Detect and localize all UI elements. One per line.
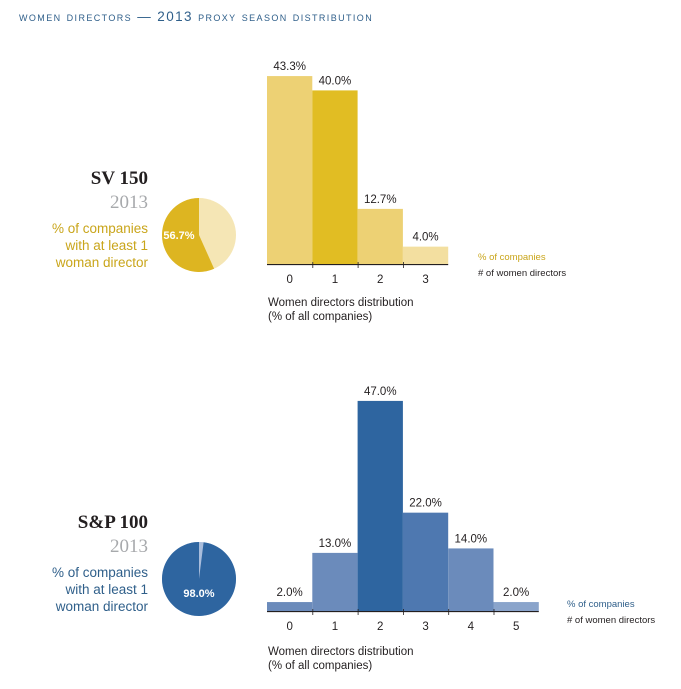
sp100-bar-chart: 2.0% 0 13.0% 1 47.0% 2 22.0% 3 14.0% 4 2.0% 5 % of c… <box>267 386 655 633</box>
caption-line-1: Women directors distribution <box>268 646 414 658</box>
bar-value-label: 2.0% <box>503 587 529 599</box>
bar-2 <box>357 400 403 611</box>
bar-value-label: 2.0% <box>277 587 303 599</box>
legend-series-label: % of companies <box>478 252 546 263</box>
company-year: 2013 <box>110 536 148 557</box>
pie-value-label: 56.7% <box>163 230 194 242</box>
bar-1 <box>312 552 358 611</box>
x-tick-label: 2 <box>377 621 383 633</box>
sp100-chart-caption: Women directors distribution (% of all c… <box>268 645 414 673</box>
bar-value-label: 47.0% <box>364 386 397 398</box>
bar-value-label: 14.0% <box>455 533 488 545</box>
bar-value-label: 12.7% <box>364 194 397 206</box>
pie-description: % of companies with at least 1 woman dir… <box>51 221 148 270</box>
sp100-summary: S&P 100 2013 % of companies with at leas… <box>38 512 148 615</box>
bar-0 <box>267 602 313 611</box>
sp100-pie-chart: 98.0% <box>162 542 236 616</box>
legend-axis-label: # of women directors <box>567 615 655 626</box>
company-name: SV 150 <box>90 168 148 189</box>
caption-line-1: Women directors distribution <box>268 297 414 309</box>
x-tick-label: 3 <box>422 621 428 633</box>
bar-1 <box>312 90 358 265</box>
company-year: 2013 <box>110 192 148 213</box>
bar-3 <box>402 246 449 264</box>
x-tick-label: 1 <box>332 621 338 633</box>
legend-series-label: % of companies <box>567 599 635 610</box>
sv150-chart-caption: Women directors distribution (% of all c… <box>268 296 414 324</box>
sv150-pie-chart: 56.7% <box>162 198 236 272</box>
x-tick-label: 3 <box>422 274 428 286</box>
page-title: women directors — 2013 proxy season dist… <box>19 9 374 24</box>
x-tick-label: 2 <box>377 274 383 286</box>
x-tick-label: 4 <box>468 621 475 633</box>
legend-axis-label: # of women directors <box>478 268 566 279</box>
x-tick-label: 1 <box>332 274 338 286</box>
bar-value-label: 13.0% <box>319 538 352 550</box>
bar-0 <box>267 76 313 264</box>
caption-line-2: (% of all companies) <box>268 311 373 323</box>
x-tick-label: 0 <box>286 621 292 633</box>
x-tick-label: 5 <box>513 621 519 633</box>
pie-value-label: 98.0% <box>183 588 214 600</box>
caption-line-2: (% of all companies) <box>268 660 373 672</box>
pie-description: % of companies with at least 1 woman dir… <box>51 565 148 614</box>
bar-4 <box>448 548 494 611</box>
sv150-bar-chart: 43.3% 0 40.0% 1 12.7% 2 4.0% 3 % of companies # o… <box>267 61 566 286</box>
bar-value-label: 4.0% <box>412 232 438 244</box>
sv150-summary: SV 150 2013 % of companies with at least… <box>38 168 148 271</box>
bar-value-label: 22.0% <box>409 498 442 510</box>
bar-5 <box>493 602 539 611</box>
bar-value-label: 40.0% <box>319 75 352 87</box>
bar-3 <box>402 512 449 611</box>
pie-slice-main <box>162 198 215 272</box>
bar-value-label: 43.3% <box>273 61 306 73</box>
pie-slice-main <box>162 542 236 616</box>
bar-2 <box>357 208 403 264</box>
company-name: S&P 100 <box>77 512 148 533</box>
sv150-panel: SV 150 2013 % of companies with at least… <box>0 0 681 340</box>
x-tick-label: 0 <box>286 274 292 286</box>
